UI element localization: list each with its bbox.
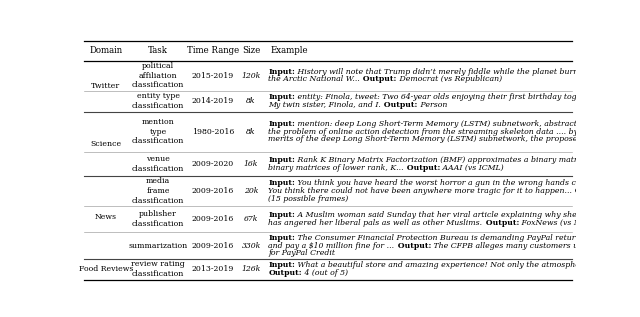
Text: A Muslim woman said Sunday that her viral article explaining why she voted for D: A Muslim woman said Sunday that her vira…	[295, 211, 640, 219]
Text: Input:: Input:	[269, 93, 295, 101]
Text: Democrat (vs Republican): Democrat (vs Republican)	[397, 75, 502, 83]
Text: for PayPal Credit: for PayPal Credit	[269, 249, 335, 257]
Text: 2009-2020: 2009-2020	[191, 160, 234, 168]
Text: Input:: Input:	[269, 234, 295, 242]
Text: 2009-2016: 2009-2016	[191, 215, 234, 223]
Text: Input:: Input:	[269, 179, 295, 187]
Text: Domain: Domain	[89, 46, 122, 55]
Text: Food Reviews: Food Reviews	[79, 265, 133, 273]
Text: 120k: 120k	[241, 72, 261, 80]
Text: the problem of online action detection from the streaming skeleton data .... by : the problem of online action detection f…	[269, 127, 638, 136]
Text: Input:: Input:	[269, 68, 295, 76]
Text: 8k: 8k	[246, 127, 256, 136]
Text: Twitter: Twitter	[91, 82, 120, 90]
Text: Gun Control: Gun Control	[609, 187, 640, 195]
Text: entity: Finola, tweet: Two 64-year olds enjoying their first birthday together i: entity: Finola, tweet: Two 64-year olds …	[295, 93, 640, 101]
Text: 67k: 67k	[244, 215, 259, 223]
Text: Output:: Output:	[620, 135, 640, 143]
Text: Input:: Input:	[269, 211, 295, 219]
Text: Task: Task	[148, 46, 168, 55]
Text: and pay a $10 million fine for ...: and pay a $10 million fine for ...	[269, 242, 395, 249]
Text: (15 possible frames): (15 possible frames)	[269, 195, 349, 203]
Text: The Consumer Financial Protection Bureau is demanding PayPal return $15 million : The Consumer Financial Protection Bureau…	[295, 234, 640, 242]
Text: What a beautiful store and amazing experience! Not only the atmosphere, but the : What a beautiful store and amazing exper…	[295, 262, 640, 269]
Text: Size: Size	[242, 46, 260, 55]
Text: Output:: Output:	[483, 219, 519, 227]
Text: 2015-2019: 2015-2019	[191, 72, 234, 80]
Text: Person: Person	[418, 101, 447, 109]
Text: 1980-2016: 1980-2016	[191, 127, 234, 136]
Text: 2009-2016: 2009-2016	[191, 242, 234, 249]
Text: 4 (out of 5): 4 (out of 5)	[302, 269, 348, 277]
Text: 20k: 20k	[244, 187, 259, 195]
Text: entity type
classification: entity type classification	[132, 92, 184, 110]
Text: You think you have heard the worst horror a gun in the wrong hands can do, and t: You think you have heard the worst horro…	[295, 179, 640, 187]
Text: History will note that Trump didn’t merely fiddle while the planet burned but tr: History will note that Trump didn’t mere…	[295, 68, 640, 76]
Text: media
frame
classification: media frame classification	[132, 177, 184, 205]
Text: 330k: 330k	[241, 242, 261, 249]
Text: Rank K Binary Matrix Factorization (BMF) approximates a binary matrix by the pro: Rank K Binary Matrix Factorization (BMF)…	[295, 156, 640, 164]
Text: 8k: 8k	[246, 97, 256, 105]
Text: You think there could not have been anywhere more tragic for it to happen...: You think there could not have been anyw…	[269, 187, 573, 195]
Text: publisher
classification: publisher classification	[132, 210, 184, 228]
Text: venue
classification: venue classification	[132, 155, 184, 173]
Text: FoxNews (vs NYTimes or WaPost): FoxNews (vs NYTimes or WaPost)	[519, 219, 640, 227]
Text: has angered her liberal pals as well as other Muslims.: has angered her liberal pals as well as …	[269, 219, 483, 227]
Text: Output:: Output:	[404, 164, 440, 171]
Text: 2013-2019: 2013-2019	[191, 265, 234, 273]
Text: Time Range: Time Range	[186, 46, 239, 55]
Text: mention
type
classification: mention type classification	[132, 118, 184, 146]
Text: Output:: Output:	[269, 269, 302, 277]
Text: political
affiliation
classification: political affiliation classification	[132, 62, 184, 89]
Text: My twin sister, Finola, and I.: My twin sister, Finola, and I.	[269, 101, 381, 109]
Text: 126k: 126k	[241, 265, 261, 273]
Text: Output:: Output:	[360, 75, 397, 83]
Text: Input:: Input:	[269, 156, 295, 164]
Text: Example: Example	[271, 46, 308, 55]
Text: the Arctic National W...: the Arctic National W...	[269, 75, 360, 83]
Text: 16k: 16k	[244, 160, 259, 168]
Text: Science: Science	[90, 140, 122, 148]
Text: 2009-2016: 2009-2016	[191, 187, 234, 195]
Text: Input:: Input:	[269, 120, 295, 128]
Text: The CFPB alleges many customers unwittingly signed up: The CFPB alleges many customers unwittin…	[431, 242, 640, 249]
Text: review rating
classification: review rating classification	[131, 260, 185, 278]
Text: Input:: Input:	[269, 262, 295, 269]
Text: AAAI (vs ICML): AAAI (vs ICML)	[440, 164, 504, 171]
Text: summarization: summarization	[129, 242, 188, 249]
Text: Output:: Output:	[395, 242, 431, 249]
Text: merits of the deep Long Short-Term Memory (LSTM) subnetwork, the proposed model : merits of the deep Long Short-Term Memor…	[269, 135, 620, 143]
Text: 2014-2019: 2014-2019	[191, 97, 234, 105]
Text: binary matrices of lower rank, K...: binary matrices of lower rank, K...	[269, 164, 404, 171]
Text: Output:: Output:	[573, 187, 609, 195]
Text: News: News	[95, 213, 116, 221]
Text: Output:: Output:	[381, 101, 418, 109]
Text: mention: deep Long Short-Term Memory (LSTM) subnetwork, abstract: In this paper,: mention: deep Long Short-Term Memory (LS…	[295, 120, 640, 128]
